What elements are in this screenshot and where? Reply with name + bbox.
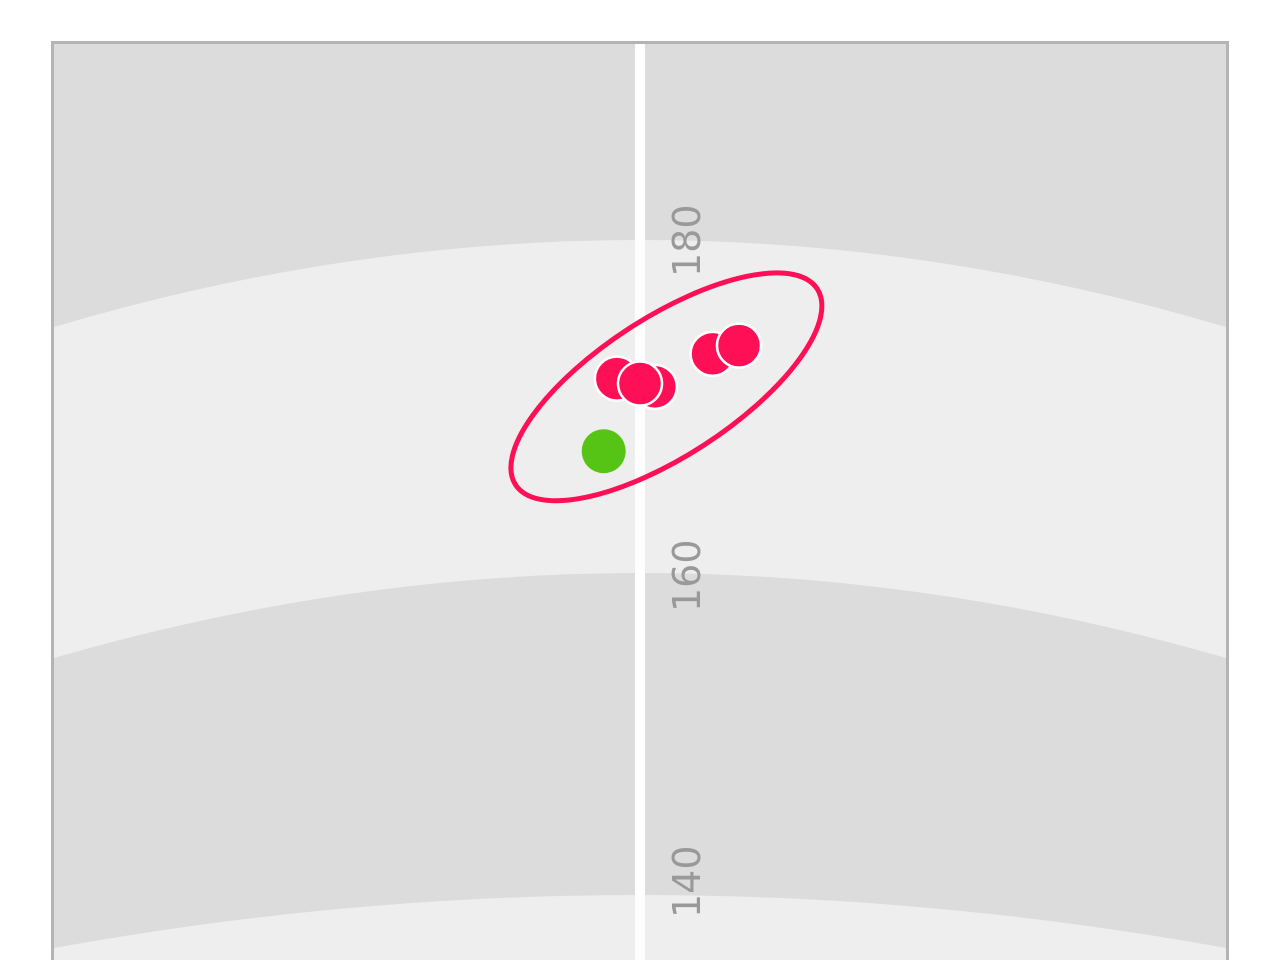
chart-frame xyxy=(51,41,1229,960)
tick-label-140: 140 xyxy=(665,845,709,918)
tick-label-160: 160 xyxy=(665,539,709,612)
shot-point-0-4[interactable] xyxy=(715,322,763,369)
shot-point-0-2[interactable] xyxy=(616,360,664,407)
shot-point-1-0[interactable] xyxy=(581,429,626,474)
dispersion-ellipse-layer xyxy=(508,270,825,504)
dispersion-ellipse xyxy=(508,270,825,504)
center-line xyxy=(635,42,645,960)
tick-label-180: 180 xyxy=(665,204,709,277)
shot-points xyxy=(581,322,763,474)
